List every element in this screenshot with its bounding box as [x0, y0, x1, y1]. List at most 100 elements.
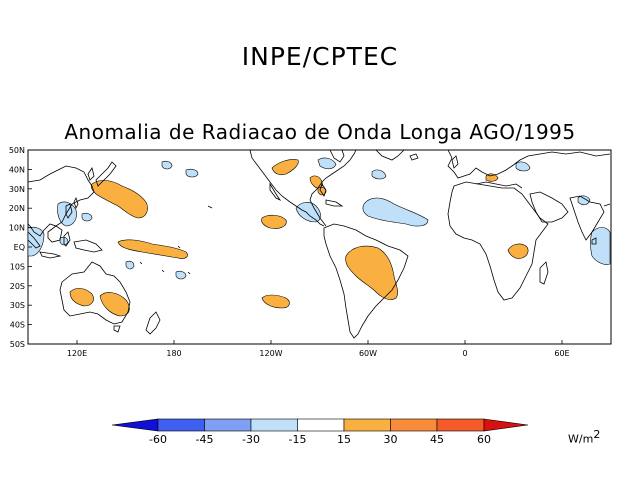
- legend-label: -45: [196, 433, 214, 446]
- anomaly-south-pacific: [261, 294, 290, 309]
- coast-new-guinea: [73, 239, 103, 253]
- coast-borneo: [47, 225, 63, 243]
- anomaly-atlantic-tropical: [362, 197, 429, 227]
- lat-label: 30N: [9, 185, 25, 194]
- lat-label: 30S: [10, 301, 25, 310]
- lon-labels: 120E 180 120W 60W 0 60E: [67, 349, 570, 358]
- legend-swatch: [436, 418, 485, 432]
- anomaly-east-asia: [90, 180, 148, 219]
- coast-sri-lanka: [591, 237, 597, 245]
- legend-label: 30: [384, 433, 398, 446]
- legend-swatch-lt-60: [111, 418, 159, 432]
- legend-label: -15: [289, 433, 307, 446]
- coast-arabia: [529, 191, 569, 223]
- legend-swatch: [250, 418, 298, 432]
- coast-japan: [95, 161, 117, 187]
- coast-south-america: [323, 223, 409, 339]
- coast-north-america: [249, 149, 357, 227]
- coast-sulawesi: [63, 231, 71, 247]
- page-title: INPE/CPTEC: [241, 42, 399, 71]
- units-base: W/m: [568, 432, 594, 446]
- coast-hudson: [329, 149, 345, 163]
- lon-label: 0: [462, 349, 467, 358]
- legend-swatch: [343, 418, 391, 432]
- legend-swatch: [390, 418, 438, 432]
- coast-florida: [319, 183, 327, 197]
- coast-tasmania: [113, 325, 121, 333]
- coast-baja: [269, 182, 282, 202]
- coast-uk: [451, 155, 459, 169]
- anomaly-philippines: [57, 201, 77, 227]
- anomaly-north-pacific-central: [185, 168, 199, 178]
- anomaly-arabia: [577, 195, 591, 206]
- anomaly-caribbean: [295, 202, 321, 223]
- lon-label: 60E: [554, 349, 569, 358]
- lat-labels: 50N 40N 30N 20N 10N EQ 10S 20S 30S 40S 5…: [9, 146, 25, 349]
- coastlines: [27, 149, 611, 339]
- lat-label: 10N: [9, 224, 25, 233]
- lon-label: 120E: [67, 349, 87, 358]
- coast-southeast-asia: [603, 203, 611, 207]
- lat-label: 40N: [9, 165, 25, 174]
- lat-ticks: [28, 149, 32, 345]
- anomaly-north-pacific-west: [161, 160, 173, 170]
- anomaly-australia-west: [69, 288, 94, 307]
- lat-label: EQ: [14, 243, 25, 252]
- coast-sumatra: [27, 231, 41, 249]
- coast-europe: [447, 149, 611, 179]
- legend-swatch: [297, 418, 345, 432]
- coast-madagascar: [539, 261, 549, 285]
- coast-india: [569, 195, 605, 241]
- anomaly-north-pacific-east: [271, 159, 299, 176]
- coast-new-zealand: [145, 311, 161, 335]
- legend-swatch: [157, 418, 205, 432]
- anomaly-equatorial-pacific: [117, 239, 188, 259]
- anomaly-south-america: [345, 245, 398, 300]
- lon-label: 60W: [359, 349, 377, 358]
- legend-swatch: [204, 418, 252, 432]
- anomaly-coral-sea: [125, 260, 135, 270]
- legend-label: -60: [149, 433, 167, 446]
- coast-australia: [59, 261, 131, 325]
- lat-label: 20S: [10, 282, 25, 291]
- map-title: Anomalia de Radiacao de Onda Longa AGO/1…: [64, 120, 576, 144]
- coast-korea: [87, 167, 95, 181]
- coast-philippines: [65, 203, 73, 219]
- lon-ticks: [76, 340, 563, 344]
- coast-east-asia: [27, 165, 95, 237]
- coast-pacific-islands: [139, 205, 213, 275]
- anomaly-west-pacific: [81, 212, 93, 222]
- lon-label: 180: [166, 349, 181, 358]
- lat-label: 40S: [10, 321, 25, 330]
- coast-iceland: [409, 153, 419, 161]
- positive-anomaly-regions: [69, 159, 529, 317]
- anomaly-north-america: [317, 157, 337, 170]
- coast-cuba: [325, 199, 344, 207]
- legend-labels: -60 -45 -30 -15 15 30 45 60: [149, 433, 491, 446]
- coast-java: [39, 251, 62, 259]
- lat-label: 50N: [9, 146, 25, 155]
- coast-taiwan: [73, 196, 79, 210]
- anomaly-central-america: [261, 214, 287, 229]
- anomaly-east-indian: [590, 227, 611, 265]
- legend-swatch-gt-60: [483, 418, 529, 432]
- lat-label: 10S: [10, 262, 25, 271]
- anomaly-west-africa: [371, 169, 387, 180]
- negative-anomaly-regions: [27, 157, 611, 280]
- anomaly-north-atlantic: [515, 161, 531, 172]
- anomaly-australia-east: [99, 292, 130, 317]
- anomaly-indian-ocean: [27, 226, 45, 257]
- coast-greenland: [375, 149, 405, 161]
- anomaly-pacific-west: [175, 270, 187, 280]
- color-legend: [111, 418, 529, 432]
- lon-label: 120W: [259, 349, 282, 358]
- legend-label: 15: [337, 433, 351, 446]
- legend-label: -30: [242, 433, 260, 446]
- units-label: W/m2: [568, 428, 600, 446]
- coast-mediterranean: [475, 181, 523, 189]
- coast-africa: [447, 181, 549, 301]
- legend-label: 60: [477, 433, 491, 446]
- lat-label: 50S: [10, 340, 25, 349]
- legend-label: 45: [430, 433, 444, 446]
